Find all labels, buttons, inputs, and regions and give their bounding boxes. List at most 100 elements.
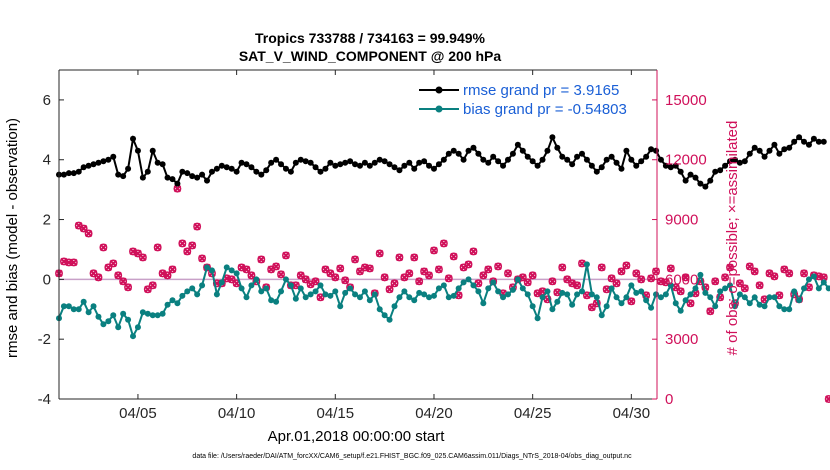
rmse-point bbox=[509, 150, 516, 157]
rmse-point bbox=[628, 156, 635, 163]
bias-point bbox=[633, 289, 640, 296]
obs-assimilated-point bbox=[662, 278, 670, 287]
y-tick-label: 4 bbox=[43, 152, 51, 169]
rmse-point bbox=[421, 158, 428, 165]
bias-point bbox=[243, 294, 250, 301]
bias-point bbox=[751, 294, 758, 301]
rmse-point bbox=[317, 168, 324, 175]
obs-possible-point bbox=[321, 265, 330, 274]
obs-assimilated-point bbox=[178, 239, 187, 248]
obs-possible-point bbox=[632, 269, 641, 278]
obs-possible-point bbox=[548, 277, 557, 286]
obs-possible-point bbox=[686, 299, 695, 308]
rmse-point bbox=[401, 162, 408, 169]
bias-point bbox=[396, 294, 403, 301]
rmse-point bbox=[475, 150, 482, 157]
rmse-point bbox=[100, 158, 107, 165]
rmse-point bbox=[253, 168, 260, 175]
obs-possible-point bbox=[168, 265, 177, 274]
obs-assimilated-point bbox=[292, 281, 300, 290]
bias-point bbox=[208, 267, 215, 274]
obs-assimilated-point bbox=[464, 260, 473, 269]
obs-assimilated-point bbox=[109, 259, 117, 268]
bias-point bbox=[722, 285, 729, 292]
bias-point bbox=[302, 294, 309, 301]
rmse-point bbox=[322, 165, 329, 172]
obs-assimilated-point bbox=[99, 243, 108, 252]
rmse-point bbox=[603, 156, 610, 163]
bias-point bbox=[460, 279, 467, 286]
obs-possible-point bbox=[69, 258, 78, 267]
obs-assimilated-point bbox=[405, 269, 414, 278]
obs-assimilated-point bbox=[237, 263, 246, 272]
bias-point bbox=[598, 312, 605, 319]
bias-point bbox=[154, 312, 161, 319]
rmse-point bbox=[347, 158, 354, 165]
bias-point bbox=[356, 294, 363, 301]
bias-point bbox=[65, 303, 72, 310]
obs-assimilated-point bbox=[524, 278, 532, 287]
bias-point bbox=[509, 286, 516, 293]
obs-possible-point bbox=[183, 247, 192, 256]
obs-assimilated-point bbox=[805, 283, 813, 292]
rmse-point bbox=[258, 171, 265, 178]
rmse-point bbox=[569, 161, 576, 168]
obs-assimilated-point bbox=[632, 269, 640, 278]
obs-assimilated-point bbox=[139, 253, 147, 262]
bias-point bbox=[223, 264, 230, 271]
plot-background bbox=[59, 70, 657, 399]
rmse-point bbox=[672, 162, 679, 169]
bias-point bbox=[495, 288, 502, 295]
obs-assimilated-point bbox=[70, 258, 78, 267]
obs-possible-point bbox=[523, 278, 532, 287]
bias-point bbox=[149, 312, 156, 319]
rmse-point bbox=[332, 162, 339, 169]
y-tick-label: 6 bbox=[43, 92, 51, 109]
rmse-point bbox=[741, 158, 748, 165]
rmse-point bbox=[791, 138, 798, 145]
bias-point bbox=[475, 288, 482, 295]
rmse-series bbox=[56, 134, 827, 190]
bias-point bbox=[287, 282, 294, 289]
rmse-point bbox=[771, 141, 778, 148]
rmse-point bbox=[702, 183, 709, 190]
obs-possible-point bbox=[282, 251, 290, 260]
rmse-point bbox=[164, 174, 171, 181]
bias-point bbox=[120, 310, 127, 317]
obs-assimilated-point bbox=[341, 276, 349, 285]
x-tick-label: 04/30 bbox=[613, 405, 651, 422]
rmse-point bbox=[366, 162, 373, 169]
bias-point bbox=[194, 291, 201, 298]
bias-point bbox=[756, 301, 763, 308]
rmse-point bbox=[292, 159, 299, 166]
rmse-point bbox=[736, 159, 743, 166]
rmse-point bbox=[445, 150, 452, 157]
bias-point bbox=[416, 289, 423, 296]
obs-possible-point bbox=[380, 273, 389, 282]
rmse-point bbox=[381, 158, 388, 165]
y2-tick-label: 6000 bbox=[665, 271, 698, 288]
obs-possible-point bbox=[84, 229, 93, 238]
rmse-point bbox=[430, 165, 437, 172]
bias-point bbox=[672, 300, 679, 307]
bias-point bbox=[702, 289, 709, 296]
obs-possible-point bbox=[247, 271, 256, 280]
rmse-point bbox=[815, 138, 822, 145]
obs-assimilated-point bbox=[598, 263, 606, 272]
bias-point bbox=[500, 294, 507, 301]
rmse-point bbox=[268, 159, 275, 166]
rmse-point bbox=[648, 146, 655, 153]
obs-possible-point bbox=[750, 267, 759, 276]
obs-possible-point bbox=[449, 252, 458, 261]
rmse-point bbox=[776, 150, 783, 157]
rmse-point bbox=[529, 158, 536, 165]
obs-assimilated-point bbox=[484, 265, 492, 274]
obs-possible-point bbox=[726, 263, 734, 272]
bias-point bbox=[100, 321, 107, 328]
obs-assimilated-point bbox=[385, 285, 394, 294]
obs-possible-point bbox=[558, 263, 567, 272]
obs-assimilated-point bbox=[548, 277, 557, 286]
rmse-point bbox=[120, 173, 127, 180]
obs-possible-point bbox=[316, 293, 325, 302]
